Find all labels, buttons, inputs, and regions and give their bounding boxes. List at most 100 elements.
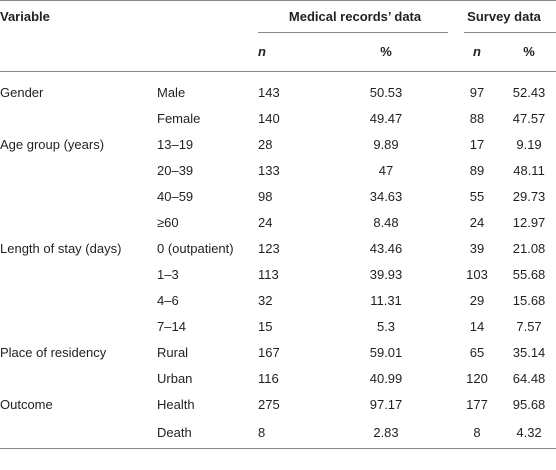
header-med-pct: % — [320, 33, 453, 72]
row-medical-pct: 11.31 — [370, 293, 402, 308]
row-medical-n: 24 — [258, 215, 273, 230]
header-medical-records-label: Medical records’ data — [288, 9, 422, 24]
row-medical-pct: 39.93 — [369, 267, 403, 282]
row-medical-pct: 2.83 — [320, 418, 453, 449]
row-category: 20–39 — [157, 163, 194, 178]
header-medical-records: Medical records’ data — [258, 0, 453, 33]
row-category: Rural — [157, 345, 189, 360]
row-survey-pct: 47.57 — [512, 111, 546, 126]
header-blank-2 — [157, 33, 258, 72]
row-category: Death — [157, 418, 258, 449]
row-category: 13–19 — [157, 137, 194, 152]
table-row: 40–59 98 34.63 55 29.73 — [0, 184, 556, 210]
header-row-group: Variable Medical records’ data Survey da… — [0, 0, 556, 33]
table-row: Gender Male 143 50.53 97 52.43 — [0, 72, 556, 107]
row-survey-pct: 52.43 — [512, 85, 546, 100]
row-medical-n: 98 — [258, 189, 273, 204]
row-medical-n: 116 — [258, 371, 279, 386]
row-survey-pct: 35.14 — [512, 345, 546, 360]
row-survey-pct: 55.68 — [512, 267, 546, 282]
table-body: Gender Male 143 50.53 97 52.43 Female 140 49.47 8… — [0, 72, 556, 449]
data-table: Variable Medical records’ data Survey da… — [0, 0, 556, 449]
row-variable: Outcome — [0, 397, 53, 412]
row-survey-n: 89 — [469, 163, 485, 178]
row-category: 4–6 — [157, 293, 179, 308]
row-variable — [0, 366, 157, 392]
header-variable: Variable — [0, 0, 157, 33]
table-row: Death 8 2.83 8 4.32 — [0, 418, 556, 449]
row-variable: Place of residency — [0, 345, 107, 360]
row-survey-n: 97 — [469, 85, 485, 100]
row-survey-pct: 48.11 — [513, 163, 545, 178]
row-category: Urban — [157, 371, 193, 386]
header-blank-1 — [0, 33, 157, 72]
table-row: 20–39 133 47 89 48.11 — [0, 158, 556, 184]
row-medical-n: 32 — [258, 293, 273, 308]
row-survey-n: 39 — [469, 241, 485, 256]
table-row: ≥60 24 8.48 24 12.97 — [0, 210, 556, 236]
row-variable — [0, 106, 157, 132]
row-medical-n: 275 — [258, 397, 280, 412]
row-category: 0 (outpatient) — [157, 241, 234, 256]
row-medical-pct: 9.89 — [373, 137, 399, 152]
header-row-sub: n % n % — [0, 33, 556, 72]
table-row: Length of stay (days) 0 (outpatient) 123 43… — [0, 236, 556, 262]
row-survey-pct: 4.32 — [502, 418, 556, 449]
row-medical-n: 140 — [258, 111, 280, 126]
row-category: 1–3 — [157, 267, 179, 282]
table-row: Urban 116 40.99 120 64.48 — [0, 366, 556, 392]
row-medical-n: 167 — [258, 345, 280, 360]
row-survey-n: 17 — [469, 137, 485, 152]
table-row: Place of residency Rural 167 59.01 65 35.14 — [0, 340, 556, 366]
row-category: 7–14 — [157, 319, 186, 334]
table-row: 7–14 15 5.3 14 7.57 — [0, 314, 556, 340]
header-medical-records-rule — [258, 32, 449, 33]
row-variable — [0, 210, 157, 236]
row-variable: Gender — [0, 85, 44, 100]
header-sur-n: n — [452, 33, 503, 72]
header-survey-data-rule — [464, 32, 556, 33]
row-category: Female — [157, 111, 201, 126]
row-survey-n: 65 — [469, 345, 485, 360]
row-survey-pct: 64.48 — [512, 371, 546, 386]
row-medical-pct: 50.53 — [369, 85, 403, 100]
row-medical-n: 133 — [258, 163, 280, 178]
header-sur-pct: % — [502, 33, 556, 72]
table-row: 4–6 32 11.31 29 15.68 — [0, 288, 556, 314]
row-variable — [0, 158, 157, 184]
row-variable — [0, 262, 157, 288]
row-medical-pct: 8.48 — [373, 215, 399, 230]
header-survey-data: Survey data — [452, 0, 556, 33]
row-survey-n: 24 — [469, 215, 485, 230]
row-medical-n: 15 — [258, 319, 273, 334]
row-survey-n: 29 — [469, 293, 485, 308]
row-survey-n: 8 — [452, 418, 503, 449]
row-category: 40–59 — [157, 189, 194, 204]
row-medical-n: 123 — [258, 241, 280, 256]
row-survey-pct: 7.57 — [516, 319, 542, 334]
row-medical-n: 143 — [258, 85, 280, 100]
row-survey-n: 55 — [469, 189, 485, 204]
row-category: Health — [157, 397, 195, 412]
table-row: Age group (years) 13–19 28 9.89 17 9.19 — [0, 132, 556, 158]
row-variable — [0, 184, 157, 210]
row-category: Male — [157, 85, 186, 100]
row-medical-n: 28 — [258, 137, 273, 152]
row-variable: Age group (years) — [0, 137, 105, 152]
row-variable — [0, 288, 157, 314]
row-medical-pct: 40.99 — [369, 371, 403, 386]
row-variable: Length of stay (days) — [0, 241, 122, 256]
row-medical-n: 113 — [258, 267, 279, 282]
header-spacer — [157, 0, 258, 33]
table-row: 1–3 113 39.93 103 55.68 — [0, 262, 556, 288]
row-medical-pct: 97.17 — [369, 397, 403, 412]
table-row: Female 140 49.47 88 47.57 — [0, 106, 556, 132]
table-row: Outcome Health 275 97.17 177 95.68 — [0, 392, 556, 418]
row-variable — [0, 314, 157, 340]
row-survey-n: 120 — [466, 371, 488, 386]
row-survey-pct: 12.97 — [512, 215, 546, 230]
row-medical-pct: 43.46 — [369, 241, 403, 256]
row-survey-n: 14 — [469, 319, 485, 334]
row-survey-n: 177 — [466, 397, 488, 412]
row-medical-n: 8 — [258, 418, 320, 449]
